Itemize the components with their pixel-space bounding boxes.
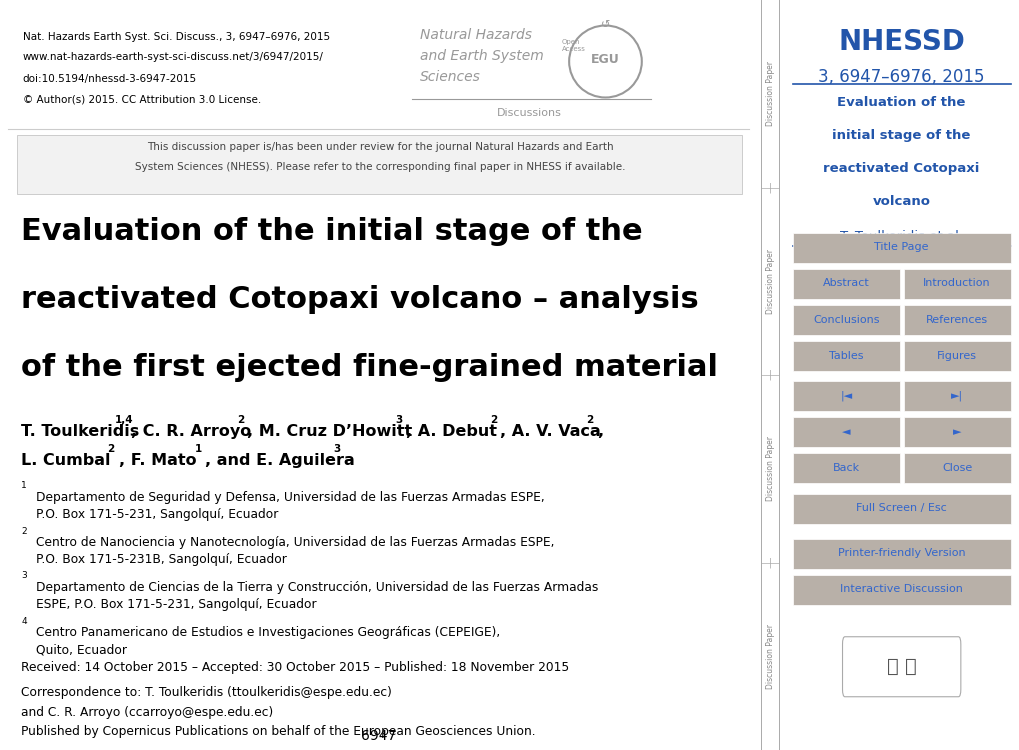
Text: Introduction: Introduction (922, 278, 990, 289)
Text: , F. Mato: , F. Mato (118, 453, 197, 468)
Text: Nat. Hazards Earth Syst. Sci. Discuss., 3, 6947–6976, 2015: Nat. Hazards Earth Syst. Sci. Discuss., … (22, 32, 329, 41)
Text: 2: 2 (586, 415, 593, 424)
FancyBboxPatch shape (903, 381, 1010, 411)
Text: © Author(s) 2015. CC Attribution 3.0 License.: © Author(s) 2015. CC Attribution 3.0 Lic… (22, 94, 261, 104)
FancyBboxPatch shape (792, 268, 899, 298)
Text: 4: 4 (21, 616, 26, 626)
Text: Close: Close (942, 463, 971, 473)
Text: 3: 3 (333, 444, 340, 454)
Text: T. Toulkeridis: T. Toulkeridis (21, 424, 140, 439)
Text: References: References (925, 314, 987, 325)
Text: Evaluation of the: Evaluation of the (837, 96, 965, 109)
Text: Title Page: Title Page (873, 242, 928, 253)
Text: , and E. Aguilera: , and E. Aguilera (205, 453, 355, 468)
Text: and Earth System: and Earth System (420, 49, 543, 63)
Text: Figures: Figures (936, 350, 976, 361)
Text: System Sciences (NHESS). Please refer to the corresponding final paper in NHESS : System Sciences (NHESS). Please refer to… (135, 162, 625, 172)
Text: L. Cumbal: L. Cumbal (21, 453, 111, 468)
Text: Printer-friendly Version: Printer-friendly Version (837, 548, 965, 559)
Text: ►|: ►| (950, 391, 962, 401)
Text: 2: 2 (236, 415, 244, 424)
Text: Centro Panamericano de Estudios e Investigaciones Geográficas (CEPEIGE),
Quito, : Centro Panamericano de Estudios e Invest… (37, 626, 500, 656)
Text: 2: 2 (490, 415, 497, 424)
Text: Departamento de Ciencias de la Tierra y Construcción, Universidad de las Fuerzas: Departamento de Ciencias de la Tierra y … (37, 581, 598, 611)
FancyBboxPatch shape (792, 417, 899, 447)
Text: EGU: EGU (591, 53, 620, 66)
Text: 1,4: 1,4 (115, 415, 133, 424)
Text: Ⓒ ⓑ: Ⓒ ⓑ (886, 657, 916, 676)
Text: 2: 2 (21, 526, 26, 536)
Text: T. Toulkeridis et al.: T. Toulkeridis et al. (840, 230, 962, 242)
Text: initial stage of the: initial stage of the (832, 129, 970, 142)
FancyBboxPatch shape (792, 232, 1010, 262)
Text: Departamento de Seguridad y Defensa, Universidad de las Fuerzas Armadas ESPE,
P.: Departamento de Seguridad y Defensa, Uni… (37, 491, 544, 521)
Text: ↺: ↺ (600, 20, 609, 30)
Text: ,: , (596, 424, 602, 439)
Text: |: | (767, 370, 771, 380)
Text: Sciences: Sciences (420, 70, 480, 84)
Text: |: | (767, 182, 771, 193)
FancyBboxPatch shape (903, 417, 1010, 447)
Text: reactivated Cotopaxi volcano – analysis: reactivated Cotopaxi volcano – analysis (21, 285, 698, 314)
Text: Centro de Nanociencia y Nanotecnología, Universidad de las Fuerzas Armadas ESPE,: Centro de Nanociencia y Nanotecnología, … (37, 536, 554, 566)
FancyBboxPatch shape (792, 538, 1010, 568)
FancyBboxPatch shape (792, 453, 899, 483)
Text: Natural Hazards: Natural Hazards (420, 28, 532, 42)
FancyBboxPatch shape (792, 304, 899, 334)
Text: 1: 1 (195, 444, 203, 454)
Text: Correspondence to: T. Toulkeridis (ttoulkeridis@espe.edu.ec): Correspondence to: T. Toulkeridis (ttoul… (21, 686, 391, 699)
FancyBboxPatch shape (903, 453, 1010, 483)
Text: www.nat-hazards-earth-syst-sci-discuss.net/3/6947/2015/: www.nat-hazards-earth-syst-sci-discuss.n… (22, 53, 323, 62)
Text: Discussion Paper: Discussion Paper (765, 624, 773, 688)
Text: doi:10.5194/nhessd-3-6947-2015: doi:10.5194/nhessd-3-6947-2015 (22, 74, 197, 83)
Text: Back: Back (832, 463, 859, 473)
Text: Discussion Paper: Discussion Paper (765, 436, 773, 501)
Text: Open
Access: Open Access (561, 39, 585, 52)
FancyBboxPatch shape (903, 340, 1010, 370)
Text: Discussions: Discussions (497, 108, 561, 118)
Text: 3: 3 (21, 572, 26, 580)
Text: Published by Copernicus Publications on behalf of the European Geosciences Union: Published by Copernicus Publications on … (21, 725, 535, 738)
Text: , M. Cruz D’Howitt: , M. Cruz D’Howitt (247, 424, 412, 439)
Text: Interactive Discussion: Interactive Discussion (840, 584, 962, 595)
FancyBboxPatch shape (842, 637, 960, 697)
FancyBboxPatch shape (792, 494, 1010, 524)
Text: Tables: Tables (828, 350, 863, 361)
Text: Evaluation of the initial stage of the: Evaluation of the initial stage of the (21, 217, 642, 247)
Text: volcano: volcano (872, 195, 929, 208)
Text: |: | (767, 557, 771, 568)
Text: Received: 14 October 2015 – Accepted: 30 October 2015 – Published: 18 November 2: Received: 14 October 2015 – Accepted: 30… (21, 662, 569, 674)
Text: 3, 6947–6976, 2015: 3, 6947–6976, 2015 (817, 68, 984, 86)
FancyBboxPatch shape (792, 340, 899, 370)
Text: 3: 3 (394, 415, 401, 424)
Text: reactivated Cotopaxi: reactivated Cotopaxi (822, 162, 979, 175)
Text: ►: ► (952, 427, 961, 437)
Text: Full Screen / Esc: Full Screen / Esc (856, 503, 946, 514)
FancyBboxPatch shape (792, 381, 899, 411)
Text: 1: 1 (21, 482, 26, 490)
Text: of the first ejected fine-grained material: of the first ejected fine-grained materi… (21, 352, 717, 382)
Text: This discussion paper is/has been under review for the journal Natural Hazards a: This discussion paper is/has been under … (147, 142, 612, 152)
Text: , A. V. Vaca: , A. V. Vaca (499, 424, 600, 439)
Text: 2: 2 (107, 444, 114, 454)
Text: Discussion Paper: Discussion Paper (765, 249, 773, 314)
Text: 6947: 6947 (361, 728, 395, 742)
Text: , C. R. Arroyo: , C. R. Arroyo (130, 424, 251, 439)
Text: NHESSD: NHESSD (838, 28, 964, 56)
Text: Discussion Paper: Discussion Paper (765, 62, 773, 126)
Text: Conclusions: Conclusions (812, 314, 878, 325)
Text: and C. R. Arroyo (ccarroyo@espe.edu.ec): and C. R. Arroyo (ccarroyo@espe.edu.ec) (21, 706, 273, 718)
Text: |◄: |◄ (840, 391, 852, 401)
Text: ◄: ◄ (841, 427, 850, 437)
Text: , A. Debut: , A. Debut (406, 424, 497, 439)
FancyBboxPatch shape (903, 304, 1010, 334)
FancyBboxPatch shape (16, 135, 741, 194)
Text: Abstract: Abstract (822, 278, 869, 289)
FancyBboxPatch shape (792, 574, 1010, 604)
FancyBboxPatch shape (903, 268, 1010, 298)
